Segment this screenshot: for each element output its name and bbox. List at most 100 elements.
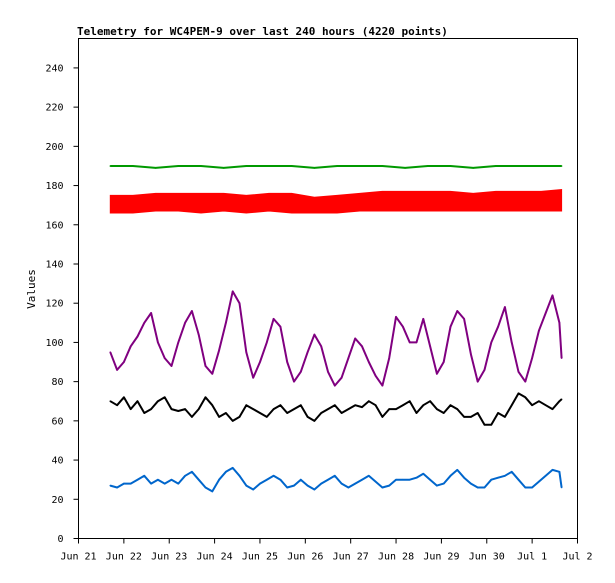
y-tick-label: 200 (45, 142, 63, 153)
series-4-point (266, 478, 268, 481)
series-4-point (259, 482, 261, 485)
series-4-point (531, 486, 533, 489)
y-tick-label: 160 (45, 220, 63, 231)
series-4-point (238, 475, 241, 477)
series-0-point (222, 167, 225, 169)
series-0-point (154, 167, 157, 169)
series-2-point (560, 357, 563, 359)
series-4-point (211, 490, 214, 493)
series-3-point (211, 404, 214, 407)
y-tick-label: 240 (45, 63, 63, 74)
y-axis-label: Values (25, 269, 38, 309)
series-3-point (442, 412, 445, 414)
series-2-point (340, 376, 343, 379)
series-3-point (347, 408, 350, 410)
series-2-point (456, 310, 459, 312)
series-3-point (259, 412, 261, 414)
series-3-point (204, 396, 207, 399)
series-3-point (524, 396, 527, 399)
series-4-point (483, 486, 486, 489)
series-line-4 (110, 466, 563, 493)
series-2-point (320, 345, 323, 348)
series-3-point (483, 424, 486, 426)
x-tick-label: Jun 21 (60, 552, 96, 563)
series-2-point (143, 322, 146, 324)
series-3-point (163, 396, 166, 399)
series-3-point (381, 416, 384, 418)
series-4-point (116, 486, 118, 489)
series-3-point (286, 412, 289, 414)
series-line-3 (109, 392, 563, 426)
series-3-point (395, 408, 397, 410)
series-3-point (293, 408, 295, 410)
series-4-point (177, 482, 180, 485)
series-4-point (293, 484, 295, 487)
series-3-point (415, 412, 418, 414)
series-4-point (381, 486, 384, 489)
series-4-point (429, 478, 431, 481)
x-tick-label: Jun 27 (333, 552, 369, 563)
series-4-point (150, 482, 152, 485)
series-0-point (540, 165, 542, 167)
series-2-point (116, 369, 118, 371)
series-4-point (272, 475, 275, 477)
series-3-point (388, 408, 391, 410)
y-tick-label: 140 (45, 259, 63, 270)
series-2-point (483, 369, 486, 371)
series-2-point (368, 361, 370, 363)
plot-frame (78, 38, 578, 539)
x-tick-label: Jun 24 (197, 552, 233, 563)
series-3-point (463, 416, 465, 418)
series-2-point (252, 376, 254, 379)
series-3-point (504, 416, 506, 418)
series-3-point (497, 412, 499, 414)
series-2-point (551, 294, 554, 297)
series-4-point (449, 475, 452, 477)
series-3-point (334, 404, 336, 407)
series-4-point (436, 484, 438, 487)
series-0-point (109, 165, 112, 167)
y-tick-label: 0 (57, 534, 63, 545)
series-0-point (449, 165, 452, 167)
series-4-point (300, 478, 302, 481)
series-2-point (191, 310, 193, 312)
series-0-point (427, 165, 429, 167)
x-axis-ticks: Jun 21 Jun 22 Jun 23 Jun 24 Jun 25 Jun 26 Jun … (60, 538, 593, 563)
series-4-point (388, 484, 391, 487)
series-2-point (211, 373, 214, 375)
series-2-point (429, 345, 431, 348)
series-4-point (163, 482, 166, 485)
series-3-point (218, 416, 220, 418)
series-4-point (136, 478, 139, 481)
x-tick-label: Jun 26 (287, 552, 323, 563)
series-3-point (408, 400, 411, 403)
series-4-point (361, 478, 363, 481)
series-2-point (123, 361, 125, 363)
series-4-point (286, 486, 289, 489)
series-3-point (231, 420, 234, 422)
series-2-point (279, 325, 282, 328)
series-3-point (422, 404, 425, 407)
series-4-point (157, 478, 159, 481)
series-3-point (368, 400, 370, 403)
series-2-point (238, 302, 241, 305)
series-3-point (510, 404, 513, 407)
series-4-point (470, 482, 472, 485)
series-2-point (497, 325, 499, 328)
series-4-point (442, 482, 445, 485)
series-4-point (402, 478, 404, 481)
series-2-point (381, 384, 384, 387)
series-3-point (429, 400, 431, 403)
series-3-point (558, 400, 561, 403)
series-3-point (476, 412, 479, 414)
series-4-point (191, 471, 193, 473)
y-tick-label: 120 (45, 299, 63, 310)
series-2-point (129, 345, 132, 348)
series-4-point (354, 482, 357, 485)
series-2-point (225, 322, 227, 324)
series-2-point (510, 341, 513, 344)
series-3-point (456, 408, 459, 410)
series-2-point (361, 345, 363, 348)
